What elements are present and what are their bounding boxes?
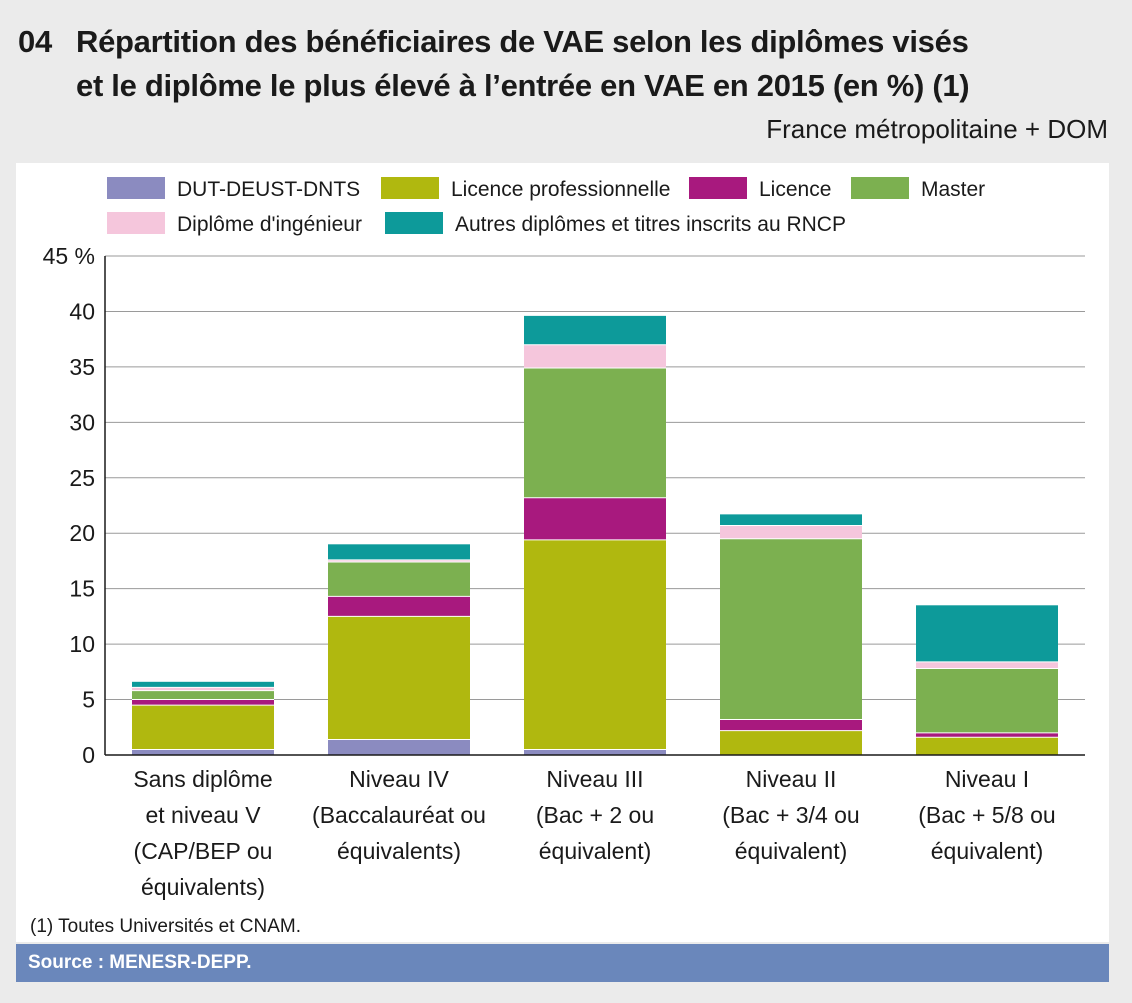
bar-segment: [916, 661, 1058, 669]
legend-label: Master: [921, 178, 985, 201]
legend-swatch: [385, 212, 443, 234]
bar-segment: [916, 737, 1058, 755]
bar-segment: [328, 596, 470, 617]
bar-segment: [524, 539, 666, 750]
title-line-2: et le diplôme le plus élevé à l’entrée e…: [18, 64, 1118, 108]
bar-segment: [132, 681, 274, 688]
source-text: Source : MENESR-DEPP.: [28, 952, 252, 973]
x-tick-label: Niveau IV: [349, 766, 449, 792]
x-tick-label: équivalent): [931, 838, 1044, 864]
x-tick-label: équivalents): [337, 838, 461, 864]
x-tick-label: (Bac + 2 ou: [536, 802, 654, 828]
bar-segment: [720, 538, 862, 720]
y-tick-label: 35: [69, 354, 95, 380]
bar-segment: [720, 525, 862, 539]
x-tick-label: équivalent): [735, 838, 848, 864]
bar-segment: [524, 315, 666, 345]
bar-segment: [916, 605, 1058, 662]
x-tick-label: Niveau I: [945, 766, 1029, 792]
bar-segment: [328, 544, 470, 560]
bar-segment: [132, 749, 274, 755]
bar-segment: [328, 616, 470, 740]
legend-swatch: [381, 177, 439, 199]
chart-subtitle: France métropolitaine + DOM: [766, 114, 1108, 144]
bar-segment: [720, 719, 862, 731]
bar-segment: [916, 732, 1058, 738]
legend-swatch: [689, 177, 747, 199]
chart-title: 04 Répartition des bénéficiaires de VAE s…: [18, 20, 1118, 108]
legend-swatch: [851, 177, 909, 199]
legend-label: Licence: [759, 178, 831, 201]
y-tick-label: 5: [82, 687, 95, 713]
chart-panel: 0 5 10 15 20 25 30 35 40 45 % Sans diplôme et nivea…: [16, 163, 1109, 942]
y-tick-label: 40: [69, 298, 95, 324]
bar-segment: [132, 699, 274, 706]
bar-segment: [524, 344, 666, 368]
bar-segment: [524, 367, 666, 498]
bar-segment: [720, 514, 862, 526]
x-tick-label: (Bac + 5/8 ou: [918, 802, 1055, 828]
legend-label: Licence professionnelle: [451, 178, 670, 201]
footnote: (1) Toutes Universités et CNAM.: [30, 916, 302, 937]
y-tick-label: 20: [69, 520, 95, 546]
legend-swatch: [107, 177, 165, 199]
bar-segment: [132, 687, 274, 691]
y-tick-label: 0: [82, 742, 95, 768]
y-tick-label: 15: [69, 576, 95, 602]
x-tick-label: équivalents): [141, 874, 265, 900]
legend-label: Autres diplômes et titres inscrits au RN…: [455, 213, 846, 236]
stacked-bar-chart: 0 5 10 15 20 25 30 35 40 45 % Sans diplôme et nivea…: [43, 177, 1085, 900]
x-tick-label: Sans diplôme: [133, 766, 272, 792]
x-tick-label: (CAP/BEP ou: [134, 838, 273, 864]
title-line-1: 04 Répartition des bénéficiaires de VAE s…: [18, 20, 1118, 64]
bar-segment: [328, 562, 470, 597]
x-tick-label: (Baccalauréat ou: [312, 802, 486, 828]
y-tick-label: 25: [69, 465, 95, 491]
title-text-1: Répartition des bénéficiaires de VAE sel…: [76, 24, 969, 59]
bar-segment: [524, 749, 666, 755]
title-text-2: et le diplôme le plus élevé à l’entrée e…: [76, 68, 970, 103]
source-bar: Source : MENESR-DEPP.: [16, 944, 1109, 982]
figure-number: 04: [18, 24, 52, 59]
x-tick-label: et niveau V: [145, 802, 261, 828]
bar-segment: [524, 497, 666, 540]
y-tick-label: 30: [69, 409, 95, 435]
bar-segment: [328, 739, 470, 755]
x-tick-label: équivalent): [539, 838, 652, 864]
bar-segment: [720, 730, 862, 755]
x-tick-label: Niveau II: [746, 766, 837, 792]
y-tick-label: 10: [69, 631, 95, 657]
bar-segment: [132, 690, 274, 700]
bar-segment: [132, 705, 274, 750]
legend-swatch: [107, 212, 165, 234]
bar-segment: [916, 668, 1058, 733]
x-tick-label: Niveau III: [546, 766, 643, 792]
x-tick-label: (Bac + 3/4 ou: [722, 802, 859, 828]
bar-segment: [328, 559, 470, 563]
y-tick-label: 45 %: [43, 243, 95, 269]
legend-label: DUT-DEUST-DNTS: [177, 178, 360, 201]
legend-label: Diplôme d'ingénieur: [177, 213, 362, 236]
